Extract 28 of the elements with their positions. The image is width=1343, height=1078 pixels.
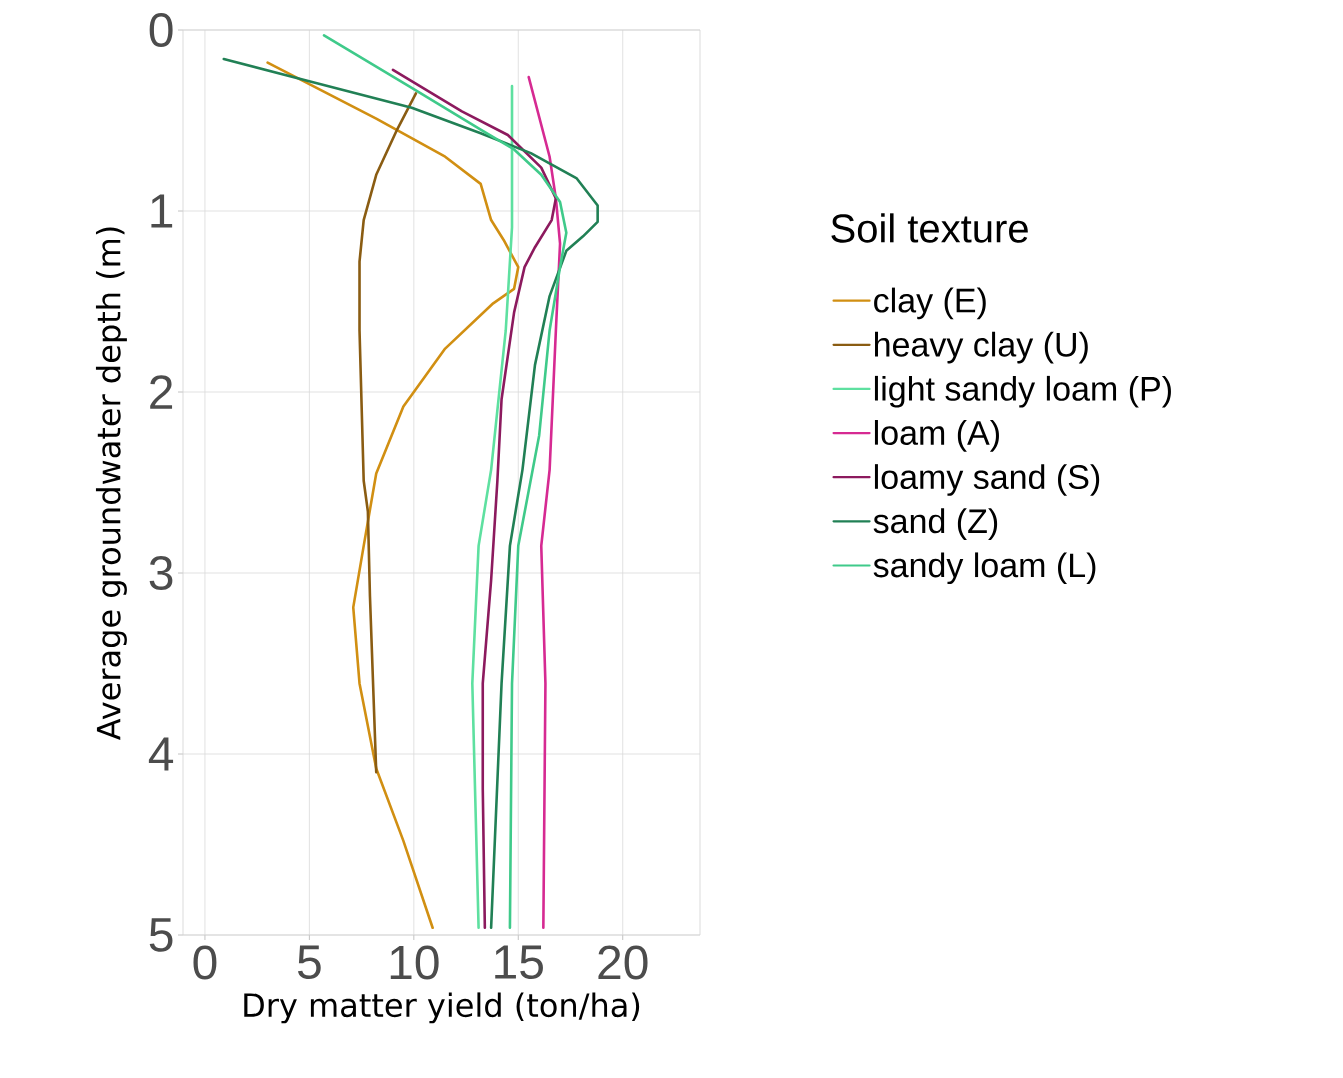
x-tick-label: 0 [193,945,217,980]
legend-label: heavy clay (U) [875,331,1088,364]
x-tick-label: 5 [297,945,321,980]
y-tick-label: 2 [150,375,173,409]
line-series [358,92,418,774]
x-tick-label: 15 [495,945,543,980]
line-series [322,34,568,930]
legend-label: loamy sand (S) [874,464,1100,496]
legend-label: light sandy loam (P) [874,375,1171,408]
y-tick-label: 0 [149,13,173,47]
y-tick-label: 4 [148,737,174,771]
y-tick-label: 3 [149,556,173,590]
x-axis-title: Dry matter yield (ton/ha) [244,992,640,1024]
y-tick-label: 1 [151,194,173,228]
y-axis-title: Average groundwater depth (m) [95,227,127,741]
x-tick-label: 10 [390,945,439,980]
line-series [527,75,562,930]
line-series [471,84,514,930]
legend-label: sandy loam (L) [873,552,1096,585]
line-series [266,61,520,930]
line-series [391,68,558,930]
x-tick-label: 20 [598,945,648,980]
legend-label: sand (Z) [873,508,998,540]
y-tick-label: 5 [149,918,173,952]
legend-label: clay (E) [874,287,986,320]
legend-title: Soil texture [831,213,1028,243]
legend-label: loam (A) [874,420,999,452]
line-series [222,57,599,930]
